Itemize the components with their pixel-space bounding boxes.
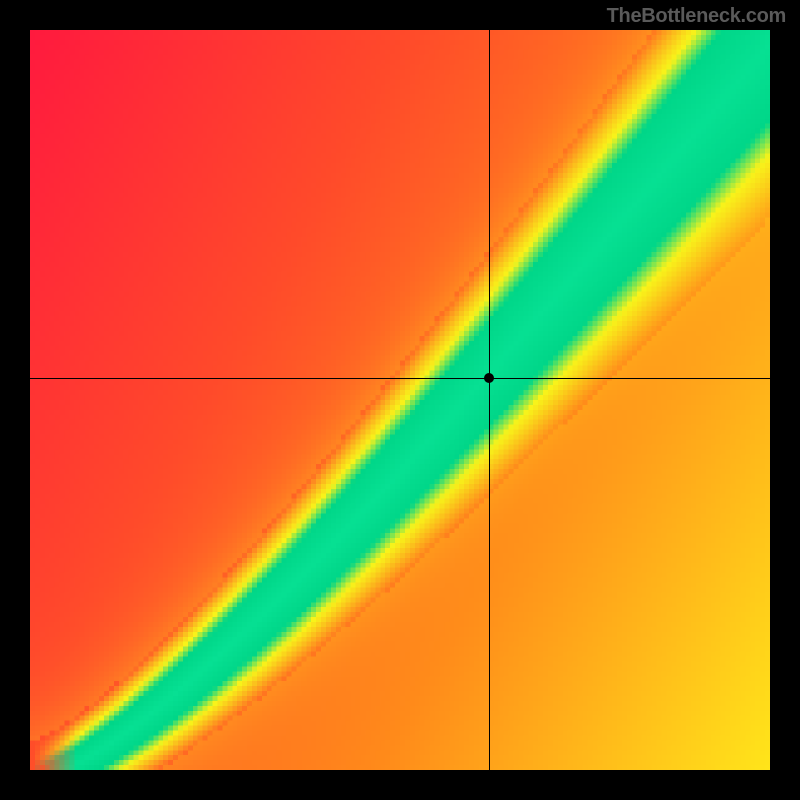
plot-area [30, 30, 770, 770]
heatmap-canvas [30, 30, 770, 770]
watermark-text: TheBottleneck.com [607, 5, 786, 28]
chart-container: TheBottleneck.com [0, 0, 800, 800]
